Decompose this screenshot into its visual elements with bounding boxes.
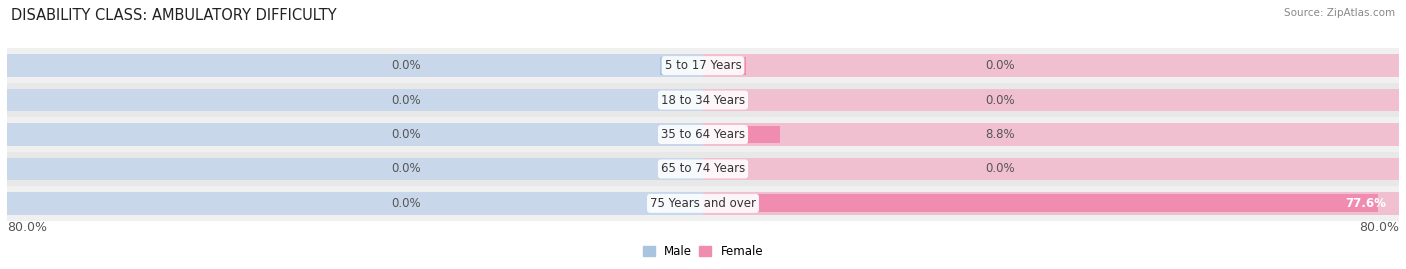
Text: 65 to 74 Years: 65 to 74 Years	[661, 162, 745, 175]
Bar	[659, 91, 703, 109]
Bar	[659, 160, 703, 178]
Text: 18 to 34 Years: 18 to 34 Years	[661, 94, 745, 107]
Legend: Male, Female: Male, Female	[638, 240, 768, 263]
Text: 0.0%: 0.0%	[984, 59, 1015, 72]
Bar	[703, 160, 747, 178]
Bar	[7, 83, 1399, 117]
Text: 0.0%: 0.0%	[391, 59, 422, 72]
Bar	[659, 194, 703, 212]
Bar	[703, 89, 1399, 111]
Bar	[703, 192, 1399, 215]
Text: 0.0%: 0.0%	[391, 94, 422, 107]
Bar	[703, 91, 747, 109]
Text: 0.0%: 0.0%	[984, 94, 1015, 107]
Text: 80.0%: 80.0%	[1360, 221, 1399, 233]
Text: 5 to 17 Years: 5 to 17 Years	[665, 59, 741, 72]
Text: 8.8%: 8.8%	[984, 128, 1015, 141]
Bar	[703, 194, 1378, 212]
Text: 35 to 64 Years: 35 to 64 Years	[661, 128, 745, 141]
Bar	[7, 158, 703, 180]
Text: DISABILITY CLASS: AMBULATORY DIFFICULTY: DISABILITY CLASS: AMBULATORY DIFFICULTY	[11, 8, 337, 23]
Bar	[7, 89, 703, 111]
Bar	[7, 186, 1399, 221]
Bar	[7, 123, 703, 146]
Text: 0.0%: 0.0%	[391, 128, 422, 141]
Text: Source: ZipAtlas.com: Source: ZipAtlas.com	[1284, 8, 1395, 18]
Bar	[7, 192, 703, 215]
Text: 0.0%: 0.0%	[391, 197, 422, 210]
Bar	[703, 57, 747, 75]
Bar	[703, 158, 1399, 180]
Text: 0.0%: 0.0%	[984, 162, 1015, 175]
Text: 0.0%: 0.0%	[391, 162, 422, 175]
Bar	[659, 57, 703, 75]
Bar	[703, 54, 1399, 77]
Text: 75 Years and over: 75 Years and over	[650, 197, 756, 210]
Text: 80.0%: 80.0%	[7, 221, 46, 233]
Bar	[7, 117, 1399, 152]
Bar	[7, 152, 1399, 186]
Bar	[703, 126, 779, 143]
Text: 77.6%: 77.6%	[1346, 197, 1386, 210]
Bar	[703, 123, 1399, 146]
Bar	[659, 126, 703, 143]
Bar	[7, 48, 1399, 83]
Bar	[7, 54, 703, 77]
